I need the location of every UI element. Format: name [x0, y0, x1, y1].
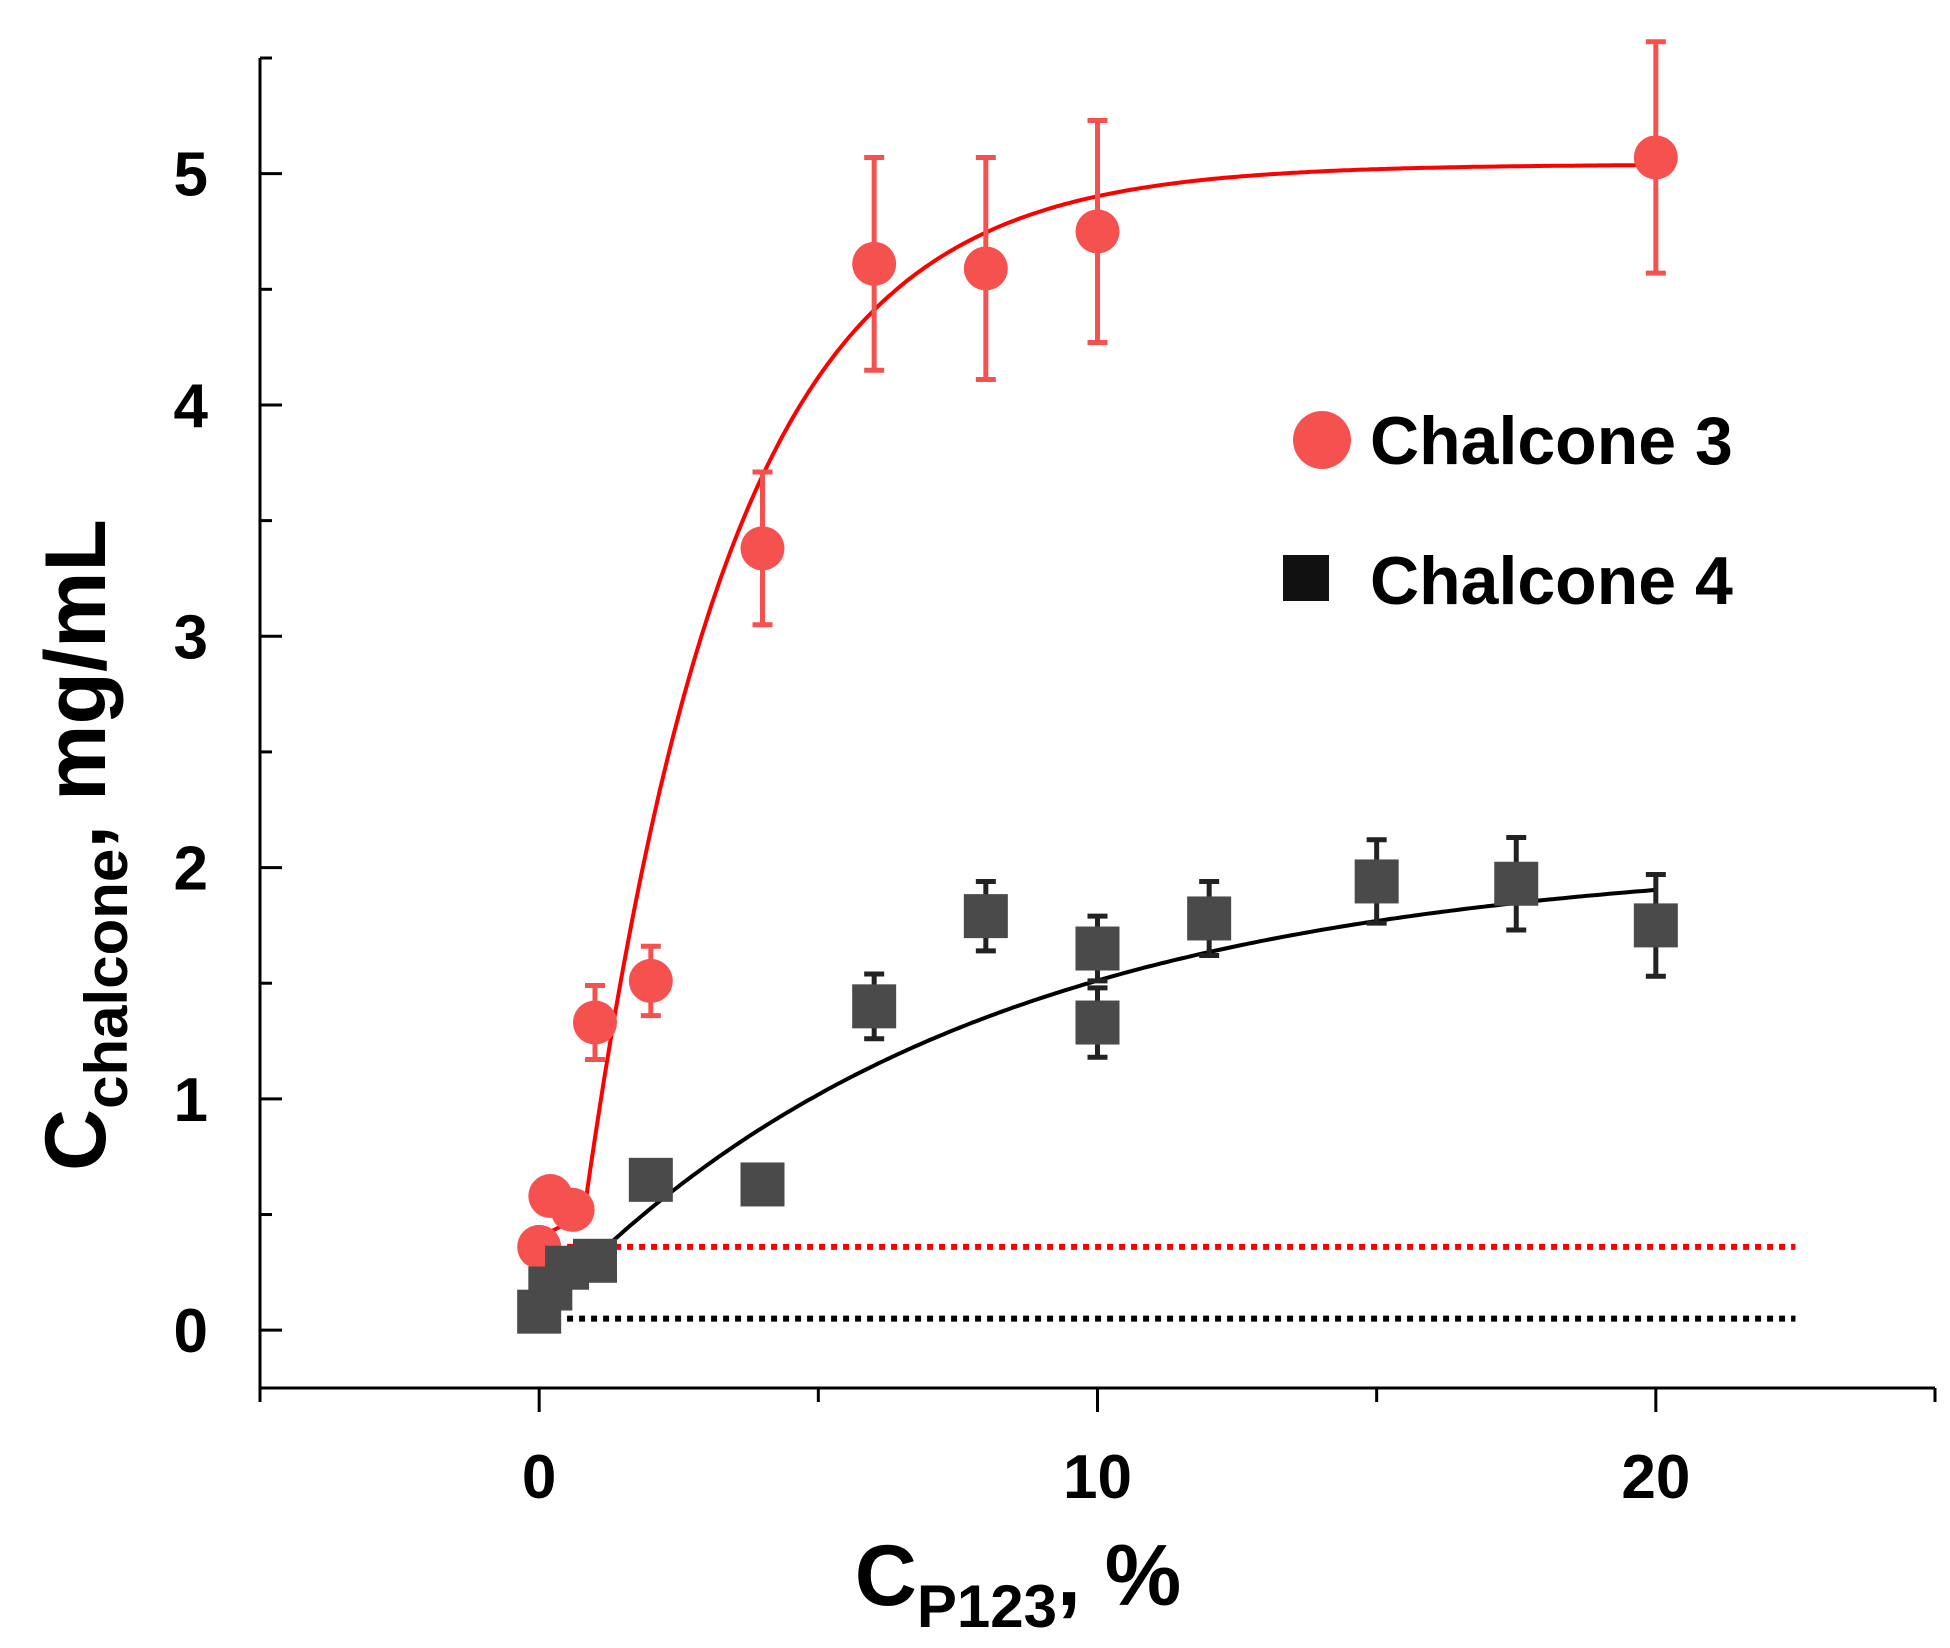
data-point-chalcone-3	[550, 1187, 595, 1232]
data-point-chalcone-4	[628, 1157, 673, 1202]
y-tick-label: 2	[174, 835, 208, 904]
data-point-chalcone-4	[1494, 861, 1539, 906]
data-point-chalcone-4	[1354, 859, 1399, 904]
data-point-chalcone-3	[573, 1000, 617, 1045]
x-tick-label: 10	[1063, 1443, 1132, 1512]
data-points	[517, 39, 1678, 1334]
y-tick-label: 1	[174, 1066, 208, 1135]
legend-marker-chalcone-3	[1293, 411, 1351, 469]
data-point-chalcone-3	[628, 958, 673, 1003]
data-point-chalcone-3	[1633, 135, 1678, 180]
x-axis-label: CP123, %	[855, 1528, 1182, 1640]
reference-lines	[567, 1243, 1796, 1322]
data-point-chalcone-4	[1075, 926, 1120, 971]
data-point-chalcone-4	[852, 984, 897, 1029]
y-tick-label: 3	[174, 603, 208, 672]
legend-label-chalcone-3: Chalcone 3	[1370, 403, 1733, 479]
data-point-chalcone-4	[740, 1162, 785, 1207]
data-point-chalcone-4	[1075, 1000, 1120, 1045]
legend-label-chalcone-4: Chalcone 4	[1370, 543, 1733, 619]
data-point-chalcone-4	[1633, 903, 1678, 948]
data-point-chalcone-4	[963, 894, 1008, 939]
legend: Chalcone 3 Chalcone 4	[1283, 403, 1733, 619]
x-tick-label: 0	[522, 1443, 556, 1512]
y-tick-label: 0	[174, 1297, 208, 1366]
y-axis-label: Cchalcone, mg/mL	[28, 519, 140, 1171]
y-tick-label: 4	[174, 372, 209, 441]
data-point-chalcone-3	[852, 241, 897, 286]
axes: 0 1 2 3 4 5 0 10 20	[174, 56, 1937, 1512]
x-tick-label: 20	[1621, 1443, 1690, 1512]
data-point-chalcone-4	[1187, 896, 1232, 941]
data-point-chalcone-3	[1075, 209, 1120, 254]
legend-marker-chalcone-4	[1283, 555, 1329, 601]
y-tick-label: 5	[174, 141, 208, 210]
data-point-chalcone-4	[573, 1238, 617, 1283]
data-point-chalcone-3	[963, 246, 1008, 291]
data-point-chalcone-3	[740, 526, 785, 571]
